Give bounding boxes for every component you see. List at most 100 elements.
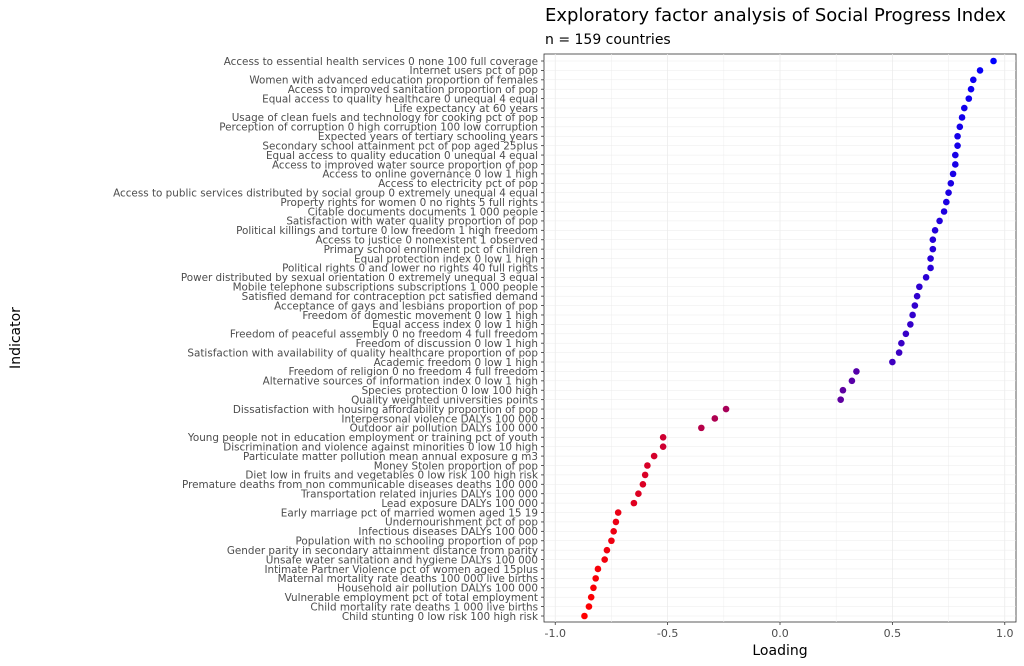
indicator-label: Secondary school attainment pct of pop a… [262,140,538,152]
indicator-label: Early marriage pct of married women aged… [281,507,538,519]
indicator-label: Population with no schooling proportion … [296,536,539,548]
indicator-label: Perception of corruption 0 high corrupti… [219,122,538,134]
data-point [594,565,602,573]
data-point [639,481,647,488]
data-point [889,358,896,366]
data-point [936,217,943,225]
indicator-label: Equal access index 0 low 1 high [372,319,538,331]
indicator-label: Satisfaction with availability of qualit… [187,347,538,359]
chart-subtitle: n = 159 countries [545,32,671,48]
indicator-labels: Access to essential health services 0 no… [113,56,544,623]
indicator-label: Interpersonal violence DALYs 100 000 [341,413,538,425]
indicator-label: Unsafe water sanitation and hygiene DALY… [266,554,538,566]
indicator-label: Access to improved water source proporti… [272,159,538,171]
data-point [902,330,910,338]
x-tick-label: 1.0 [996,627,1014,640]
indicator-label: Vulnerable employment pct of total emplo… [285,592,538,604]
indicator-label: Freedom of discussion 0 low 1 high [356,338,538,350]
indicator-label: Diet low in fruits and vegetables 0 low … [245,470,538,482]
data-point [952,161,959,168]
indicator-label: Access to online governance 0 low 1 high [322,169,538,181]
indicator-label: Freedom of religion 0 no freedom 4 full … [288,366,538,378]
data-point [940,208,948,215]
data-point [659,443,667,450]
indicator-label: Dissatisfaction with housing affordabili… [233,404,538,416]
data-point [929,236,937,244]
data-point [590,584,597,592]
data-point [956,123,964,131]
indicator-label: Maternal mortality rate deaths 100 000 l… [278,573,538,585]
data-point [976,67,984,74]
indicator-label: Academic freedom 0 low 1 high [374,357,538,369]
indicator-label: Outdoor air pollution DALYs 100 000 [350,423,538,435]
x-axis-title: Loading [752,643,807,659]
indicator-label: Freedom of peaceful assembly 0 no freedo… [230,329,538,341]
indicator-label: Power distributed by sexual orientation … [181,272,538,284]
data-point [603,546,611,554]
indicator-label: Child stunting 0 low risk 100 high risk [342,611,538,623]
chart-title: Exploratory factor analysis of Social Pr… [545,5,1006,26]
data-point [954,142,961,149]
data-point [909,311,916,319]
indicator-label: Quality weighted universities points [351,394,538,406]
indicator-label: Property rights for women 0 no rights 5 … [280,197,538,209]
indicator-label: Acceptance of gays and lesbians proporti… [274,300,538,312]
indicator-label: Equal access to quality education 0 uneq… [266,150,538,162]
data-point [961,104,968,112]
data-point [612,518,620,526]
data-point [650,452,658,460]
data-point [848,377,856,385]
indicator-label: Primary school enrollment pct of childre… [324,244,538,256]
data-point [601,556,608,563]
data-point [916,283,923,291]
indicator-label: Access to electricity pct of pop [378,178,538,190]
indicator-label: Expected years of tertiary schooling yea… [318,131,538,143]
data-point [610,528,617,535]
data-point [630,499,638,507]
data-point [592,575,599,582]
data-point [907,321,914,328]
data-point [644,462,651,469]
data-points [581,57,997,620]
data-point [898,339,905,347]
data-point [967,85,975,93]
indicator-label: Access to justice 0 nonexistent 1 observ… [316,235,538,247]
minor-gridlines [611,54,949,622]
data-point [969,76,977,84]
indicator-label: Young people not in education employment… [187,432,538,444]
data-point [585,603,593,610]
indicator-label: Premature deaths from non communicable d… [182,479,538,491]
data-point [614,509,622,516]
data-point [837,396,844,403]
data-point [711,415,719,422]
data-point [990,57,997,65]
x-tick-label: -0.5 [657,627,678,640]
indicator-label: Mobile telephone subscriptions subscript… [233,282,538,294]
indicator-label: Political killings and torture 0 low fre… [236,225,538,237]
data-point [931,227,939,234]
indicator-label: Equal access to quality healthcare 0 une… [262,93,538,105]
indicator-label: Satisfied demand for contraception pct s… [242,291,538,303]
indicator-label: Money Stolen proportion of pop [374,460,539,472]
indicator-label: Equal protection index 0 low 1 high [354,253,538,265]
indicator-label: Access to improved sanitation proportion… [288,84,539,96]
data-point [958,114,966,121]
x-tick-label: -1.0 [545,627,566,640]
major-gridlines [544,54,1016,622]
data-point [965,95,973,102]
data-point [659,433,667,441]
indicator-label: Undernourishment pct of pop [385,517,538,529]
indicator-label: Satisfaction with water quality proporti… [286,216,538,228]
indicator-label: Freedom of domestic movement 0 low 1 hig… [302,310,538,322]
indicator-label: Transportation related injuries DALYs 10… [300,489,538,501]
data-point [952,151,959,159]
x-tick-label: 0.0 [771,627,789,640]
data-point [635,490,642,498]
indicator-label: Infectious diseases DALYs 100 000 [358,526,538,538]
indicator-label: Species protection 0 low 100 high [362,385,538,397]
indicator-label: Particulate matter pollution mean annual… [243,451,538,463]
indicator-label: Lead exposure DALYs 100 000 [381,498,538,510]
data-point [608,537,615,545]
data-point [895,349,903,356]
